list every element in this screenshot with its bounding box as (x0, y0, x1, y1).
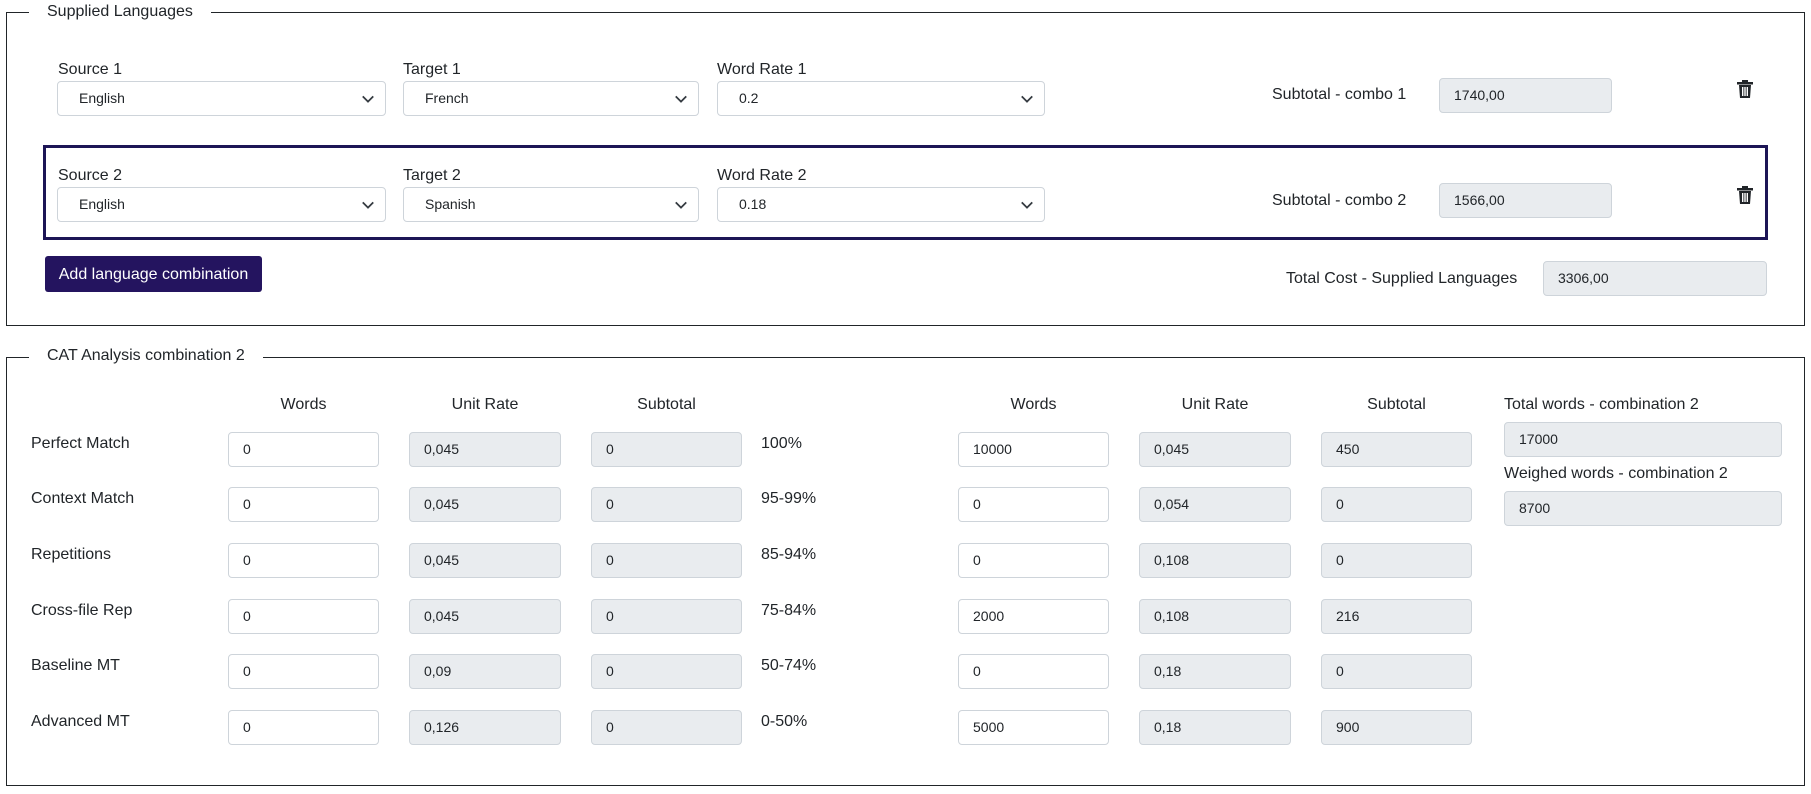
chevron-down-icon (1021, 201, 1033, 209)
subtotal-field-2[interactable]: 0 (1321, 487, 1472, 522)
unit-rate-field[interactable]: 0,09 (409, 654, 561, 689)
total-words-field[interactable]: 17000 (1504, 422, 1782, 457)
total-words-label: Total words - combination 2 (1504, 396, 1699, 413)
target-2-label: Target 2 (403, 167, 461, 184)
supplied-languages-fieldset (6, 12, 1805, 326)
total-cost-field[interactable]: 3306,00 (1543, 261, 1767, 296)
unit-rate-field-2[interactable]: 0,054 (1139, 487, 1291, 522)
unit-rate-field[interactable]: 0,045 (409, 432, 561, 467)
words-input[interactable]: 0 (228, 710, 379, 745)
unit-rate-field[interactable]: 0,045 (409, 543, 561, 578)
row-label-cross-file-rep: Cross-file Rep (31, 602, 133, 619)
unit-rate-field-2[interactable]: 0,18 (1139, 710, 1291, 745)
words-input[interactable]: 0 (228, 599, 379, 634)
target-1-select[interactable]: French (403, 81, 699, 116)
source-1-value: English (79, 90, 125, 106)
subtotal-combo-1-label: Subtotal - combo 1 (1272, 86, 1407, 103)
subtotal-field[interactable]: 0 (591, 654, 742, 689)
subtotal-field[interactable]: 0 (591, 710, 742, 745)
match-percent-label: 95-99% (761, 490, 817, 507)
match-percent-label: 50-74% (761, 657, 817, 674)
word-rate-2-value: 0.18 (739, 196, 767, 212)
subtotal-field[interactable]: 0 (591, 487, 742, 522)
words-header-2: Words (1010, 396, 1057, 413)
words-input[interactable]: 0 (228, 487, 379, 522)
cat-analysis-fieldset (6, 357, 1805, 786)
subtotal-combo-2-field[interactable]: 1566,00 (1439, 183, 1612, 218)
chevron-down-icon (1021, 95, 1033, 103)
chevron-down-icon (362, 201, 374, 209)
row-label-advanced-mt: Advanced MT (31, 713, 130, 730)
trash-icon[interactable] (1737, 186, 1753, 204)
cat-analysis-legend: CAT Analysis combination 2 (29, 346, 263, 366)
words-input-2[interactable]: 5000 (958, 710, 1109, 745)
source-2-select[interactable]: English (57, 187, 386, 222)
subtotal-combo-1-field[interactable]: 1740,00 (1439, 78, 1612, 113)
subtotal-header: Subtotal (637, 396, 696, 413)
words-input[interactable]: 0 (228, 654, 379, 689)
source-2-value: English (79, 196, 125, 212)
word-rate-1-select[interactable]: 0.2 (717, 81, 1045, 116)
source-1-label: Source 1 (58, 61, 123, 78)
subtotal-field-2[interactable]: 0 (1321, 654, 1472, 689)
subtotal-field[interactable]: 0 (591, 432, 742, 467)
supplied-languages-legend: Supplied Languages (29, 2, 211, 22)
unit-rate-field[interactable]: 0,126 (409, 710, 561, 745)
subtotal-field-2[interactable]: 216 (1321, 599, 1472, 634)
target-2-value: Spanish (425, 196, 476, 212)
subtotal-field-2[interactable]: 0 (1321, 543, 1472, 578)
words-input-2[interactable]: 0 (958, 654, 1109, 689)
combo-2-highlight (43, 145, 1768, 240)
words-input[interactable]: 0 (228, 543, 379, 578)
word-rate-1-label: Word Rate 1 (717, 61, 807, 78)
words-input[interactable]: 0 (228, 432, 379, 467)
row-label-context-match: Context Match (31, 490, 135, 507)
source-2-label: Source 2 (58, 167, 123, 184)
row-label-perfect-match: Perfect Match (31, 435, 130, 452)
subtotal-field[interactable]: 0 (591, 599, 742, 634)
match-percent-label: 100% (761, 435, 802, 452)
source-1-select[interactable]: English (57, 81, 386, 116)
unit-rate-field-2[interactable]: 0,108 (1139, 543, 1291, 578)
target-1-value: French (425, 90, 469, 106)
unit-rate-field-2[interactable]: 0,108 (1139, 599, 1291, 634)
unit-rate-header: Unit Rate (451, 396, 519, 413)
trash-icon[interactable] (1737, 80, 1753, 98)
words-input-2[interactable]: 10000 (958, 432, 1109, 467)
total-cost-label: Total Cost - Supplied Languages (1286, 270, 1518, 287)
match-percent-label: 75-84% (761, 602, 817, 619)
words-header: Words (280, 396, 327, 413)
match-percent-label: 0-50% (761, 713, 808, 730)
chevron-down-icon (675, 95, 687, 103)
weighed-words-field[interactable]: 8700 (1504, 491, 1782, 526)
words-input-2[interactable]: 0 (958, 487, 1109, 522)
subtotal-field-2[interactable]: 900 (1321, 710, 1472, 745)
weighed-words-label: Weighed words - combination 2 (1504, 465, 1728, 482)
subtotal-field[interactable]: 0 (591, 543, 742, 578)
word-rate-1-value: 0.2 (739, 90, 759, 106)
target-2-select[interactable]: Spanish (403, 187, 699, 222)
subtotal-combo-2-label: Subtotal - combo 2 (1272, 192, 1407, 209)
word-rate-2-label: Word Rate 2 (717, 167, 807, 184)
subtotal-header-2: Subtotal (1367, 396, 1426, 413)
words-input-2[interactable]: 2000 (958, 599, 1109, 634)
unit-rate-header-2: Unit Rate (1181, 396, 1249, 413)
unit-rate-field-2[interactable]: 0,18 (1139, 654, 1291, 689)
unit-rate-field[interactable]: 0,045 (409, 599, 561, 634)
row-label-baseline-mt: Baseline MT (31, 657, 120, 674)
match-percent-label: 85-94% (761, 546, 817, 563)
chevron-down-icon (675, 201, 687, 209)
word-rate-2-select[interactable]: 0.18 (717, 187, 1045, 222)
words-input-2[interactable]: 0 (958, 543, 1109, 578)
unit-rate-field-2[interactable]: 0,045 (1139, 432, 1291, 467)
subtotal-field-2[interactable]: 450 (1321, 432, 1472, 467)
add-language-combination-button[interactable]: Add language combination (45, 256, 262, 292)
row-label-repetitions: Repetitions (31, 546, 112, 563)
target-1-label: Target 1 (403, 61, 461, 78)
unit-rate-field[interactable]: 0,045 (409, 487, 561, 522)
chevron-down-icon (362, 95, 374, 103)
